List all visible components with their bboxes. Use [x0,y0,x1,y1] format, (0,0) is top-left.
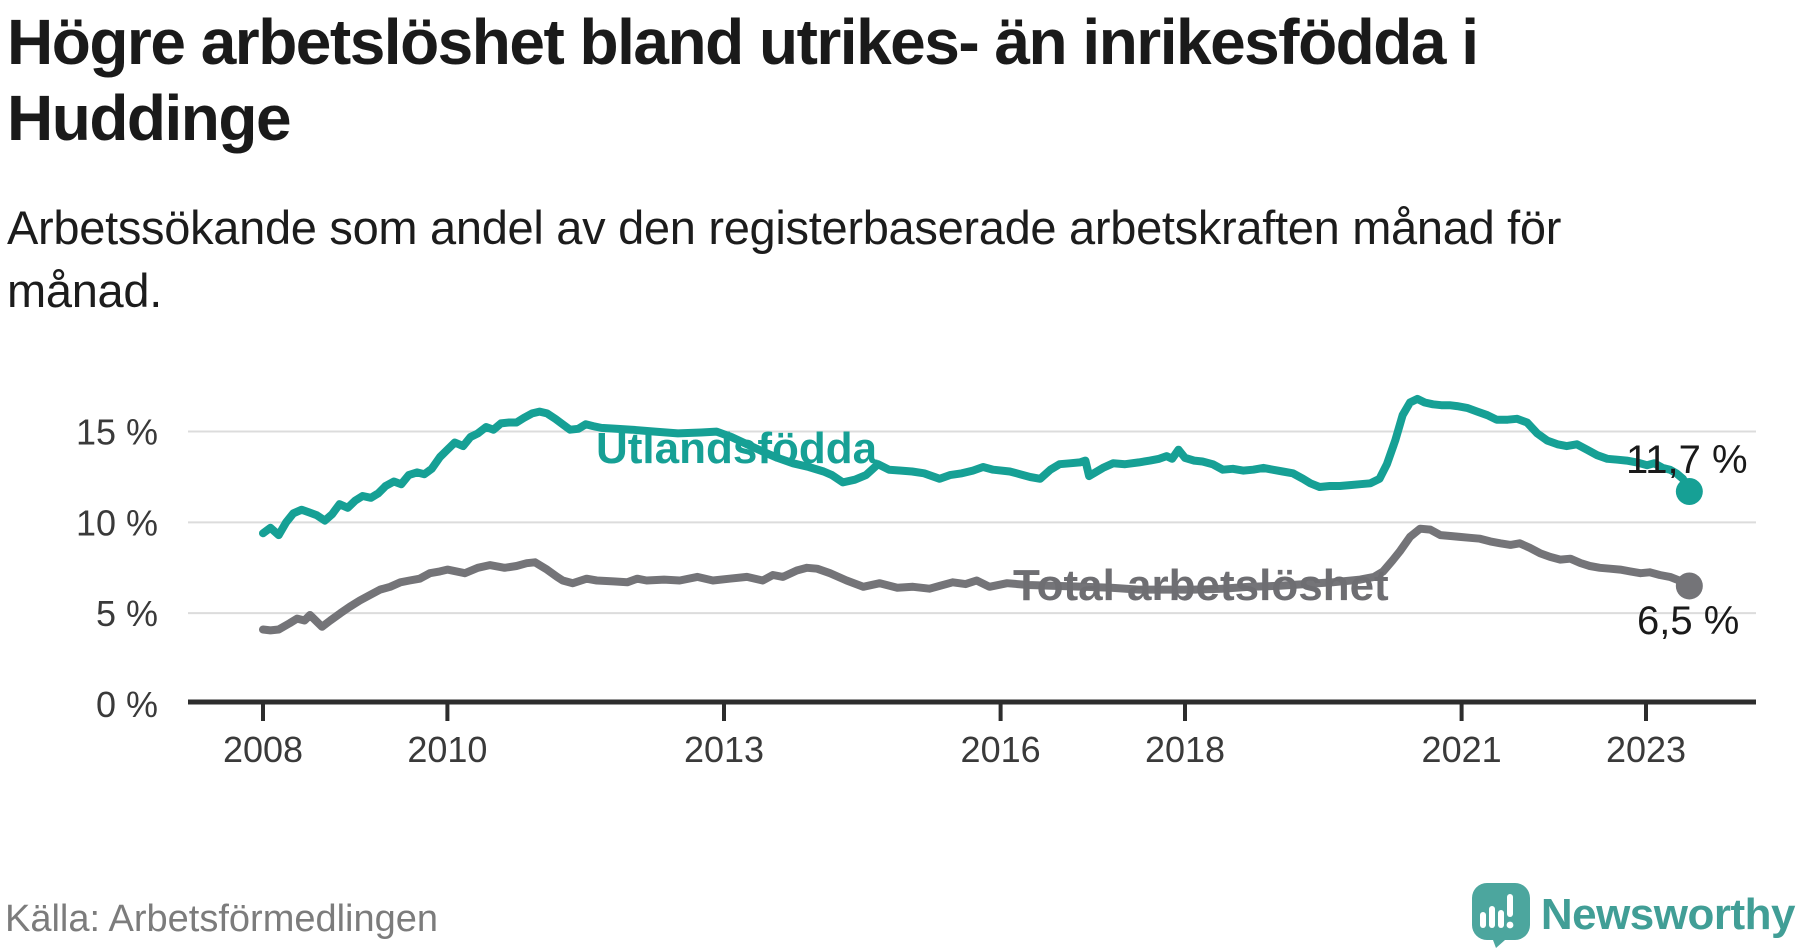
source-attribution: Källa: Arbetsförmedlingen [5,898,439,940]
title-line-2: Huddinge [7,82,292,154]
x-tick-label: 2016 [961,729,1041,770]
end-dot-utlandsfodda [1675,477,1703,505]
y-tick-label: 10 % [76,502,158,543]
series-line-total-arbetsloshet [259,524,1694,635]
subtitle-line-1: Arbetssökande som andel av den registerb… [7,201,1562,254]
chart-subtitle: Arbetssökande som andel av den registerb… [7,196,1561,322]
newsworthy-logo: Newsworthy [1471,882,1796,948]
page-title: Högre arbetslöshet bland utrikes- än inr… [7,4,1479,156]
y-tick-label: 15 % [76,412,158,453]
y-tick-label: 0 % [96,684,158,725]
x-tick-label: 2013 [684,729,764,770]
x-tick-label: 2018 [1145,729,1225,770]
title-line-1: Högre arbetslöshet bland utrikes- än inr… [7,6,1479,78]
x-tick-label: 2023 [1606,729,1686,770]
end-dot-total-arbetsloshet [1675,572,1703,600]
x-tick-label: 2008 [223,729,303,770]
subtitle-line-2: månad. [7,264,162,317]
end-value-label-total: 6,5 % [1637,599,1740,643]
x-tick-label: 2010 [407,729,487,770]
x-tick-label: 2021 [1422,729,1502,770]
end-value-label-utlandsfodda: 11,7 % [1626,438,1748,482]
series-label-total-arbetsloshet: Total arbetslöshet [1013,561,1389,610]
series-label-utlandsfodda: Utlandsfödda [596,424,878,473]
series-line-utlandsfodda [259,394,1694,540]
y-tick-label: 5 % [96,593,158,634]
newsworthy-logo-text: Newsworthy [1540,890,1796,939]
newsworthy-speech-bubble-chart-icon [1471,883,1530,948]
